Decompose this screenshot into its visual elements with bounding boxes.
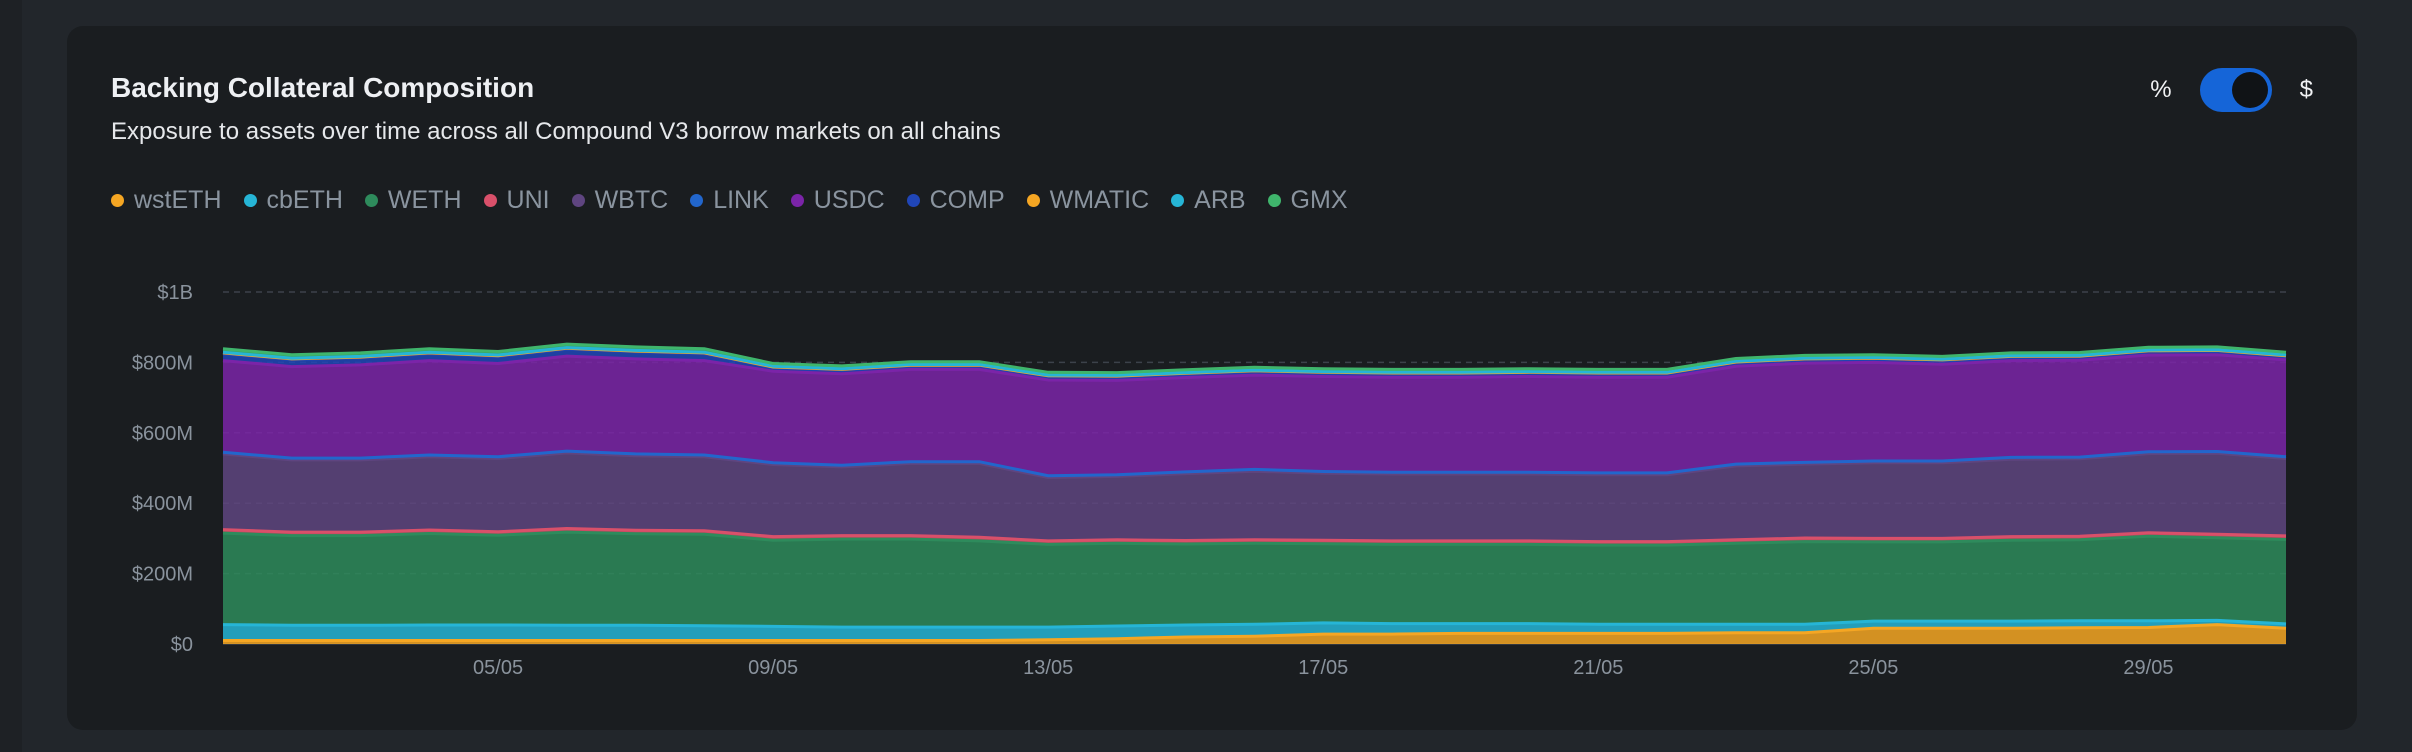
legend-dot bbox=[571, 194, 585, 207]
y-tick-label: $600M bbox=[132, 423, 193, 445]
series-lines bbox=[222, 342, 2287, 642]
x-tick-label: 05/05 bbox=[473, 657, 523, 679]
line-uni bbox=[222, 526, 2287, 544]
y-tick-label: $400M bbox=[132, 493, 193, 515]
area-usdc bbox=[223, 354, 2286, 476]
legend-label: wstETH bbox=[134, 186, 222, 214]
legend-label: GMX bbox=[1290, 186, 1348, 214]
legend-item-gmx[interactable]: GMX bbox=[1267, 186, 1348, 215]
x-tick-label: 25/05 bbox=[1848, 657, 1898, 679]
x-tick-label: 29/05 bbox=[2123, 657, 2173, 679]
chart-subtitle: Exposure to assets over time across all … bbox=[111, 118, 1001, 145]
legend-item-arb[interactable]: ARB bbox=[1171, 186, 1246, 215]
legend-dot bbox=[690, 194, 704, 207]
legend-item-uni[interactable]: UNI bbox=[483, 186, 550, 215]
y-axis: $0 $200M $400M $600M $800M $1B bbox=[132, 282, 193, 656]
legend-label: UNI bbox=[506, 186, 550, 214]
x-axis: 05/05 09/05 13/05 17/05 21/05 25/05 29/05 bbox=[473, 657, 2173, 679]
legend-item-weth[interactable]: WETH bbox=[364, 186, 462, 215]
area-wbtc bbox=[223, 452, 2286, 542]
chart-title: Backing Collateral Composition bbox=[111, 72, 535, 103]
line-cbeth bbox=[222, 618, 2287, 629]
line-link bbox=[222, 449, 2287, 478]
legend-dot bbox=[1026, 194, 1040, 207]
area-weth bbox=[223, 532, 2286, 628]
legend-dot bbox=[1171, 194, 1185, 207]
unit-toggle-group: % $ bbox=[2150, 68, 2313, 112]
line-gmx bbox=[222, 342, 2287, 375]
legend-dot bbox=[790, 194, 804, 207]
legend-label: COMP bbox=[929, 186, 1005, 214]
page-edge bbox=[0, 0, 22, 752]
x-tick-label: 21/05 bbox=[1573, 657, 1623, 679]
legend-dot bbox=[1267, 194, 1281, 207]
area-layers bbox=[223, 344, 2286, 644]
legend-item-usdc[interactable]: USDC bbox=[790, 186, 885, 215]
x-tick-label: 13/05 bbox=[1023, 657, 1073, 679]
legend-label: WETH bbox=[387, 186, 462, 214]
y-tick-label: $0 bbox=[171, 634, 193, 656]
legend-label: USDC bbox=[813, 186, 885, 214]
area-wsteth bbox=[223, 624, 2286, 644]
legend-label: LINK bbox=[713, 186, 769, 214]
line-wbtc bbox=[222, 451, 2287, 480]
legend-label: cbETH bbox=[266, 186, 343, 214]
stacked-area-chart: $0 $200M $400M $600M $800M $1B 05/05 09/05 13/0… bbox=[132, 282, 2287, 679]
legend-item-cbeth[interactable]: cbETH bbox=[243, 186, 343, 215]
legend-item-wmatic[interactable]: WMATIC bbox=[1026, 186, 1150, 215]
legend-dot bbox=[906, 194, 920, 207]
y-tick-label: $1B bbox=[157, 282, 193, 304]
line-usdc bbox=[222, 353, 2287, 382]
legend-item-wbtc[interactable]: WBTC bbox=[571, 186, 669, 215]
x-tick-label: 17/05 bbox=[1298, 657, 1348, 679]
x-tick-label: 09/05 bbox=[748, 657, 798, 679]
legend-dot bbox=[364, 194, 378, 207]
toggle-knob bbox=[2231, 72, 2268, 108]
chart-legend: wstETH cbETH WETH UNI WBTC LINK USDC COMP WMATIC… bbox=[111, 186, 1348, 215]
legend-item-wsteth[interactable]: wstETH bbox=[111, 186, 222, 215]
y-tick-label: $800M bbox=[132, 352, 193, 374]
dollar-label[interactable]: $ bbox=[2299, 76, 2313, 103]
legend-dot bbox=[483, 194, 497, 207]
unit-toggle-switch[interactable] bbox=[2199, 68, 2272, 112]
line-weth bbox=[222, 530, 2287, 547]
legend-item-link[interactable]: LINK bbox=[690, 186, 769, 215]
legend-label: WMATIC bbox=[1049, 186, 1150, 214]
line-arb bbox=[222, 346, 2287, 377]
line-wsteth bbox=[223, 623, 2287, 642]
percent-label[interactable]: % bbox=[2150, 76, 2172, 103]
legend-dot bbox=[111, 194, 124, 207]
legend-dot bbox=[243, 194, 257, 207]
legend-item-comp[interactable]: COMP bbox=[906, 186, 1005, 215]
legend-label: WBTC bbox=[594, 186, 669, 214]
y-tick-label: $200M bbox=[132, 564, 193, 586]
legend-label: ARB bbox=[1194, 186, 1246, 214]
chart-card: Backing Collateral Composition Exposure … bbox=[67, 26, 2357, 730]
